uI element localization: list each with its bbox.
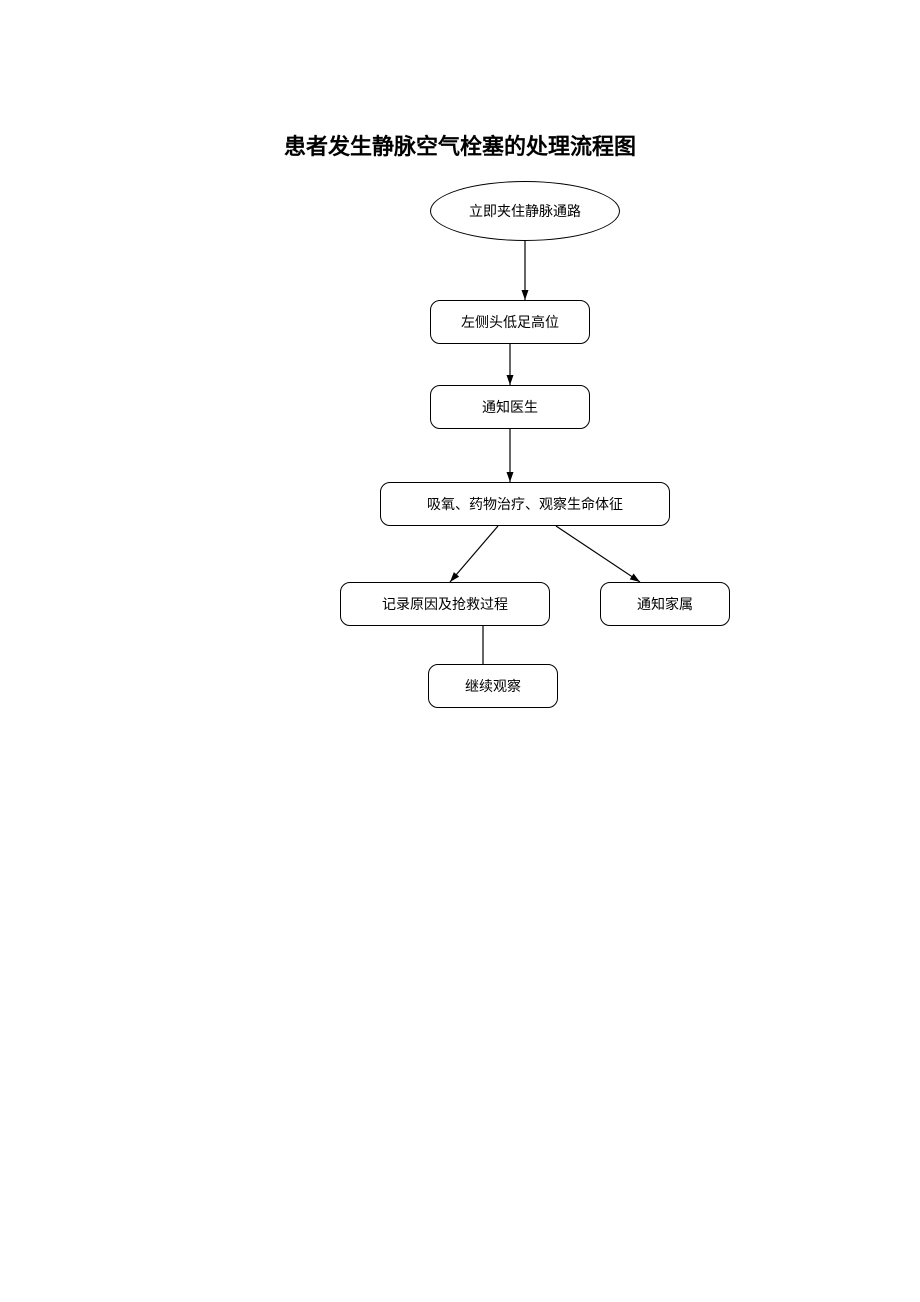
chart-title: 患者发生静脉空气栓塞的处理流程图 (0, 129, 920, 161)
flow-node-step-6: 通知家属 (600, 582, 730, 626)
flow-node-step-5: 记录原因及抢救过程 (340, 582, 550, 626)
flow-node-step-7: 继续观察 (428, 664, 558, 708)
flow-node-step-4: 吸氧、药物治疗、观察生命体征 (380, 482, 670, 526)
flow-node-step-2: 左侧头低足高位 (430, 300, 590, 344)
flow-node-step-3: 通知医生 (430, 385, 590, 429)
flow-node-start: 立即夹住静脉通路 (430, 181, 620, 241)
